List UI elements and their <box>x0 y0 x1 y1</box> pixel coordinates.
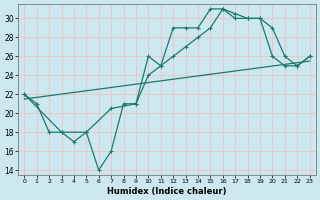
X-axis label: Humidex (Indice chaleur): Humidex (Indice chaleur) <box>107 187 227 196</box>
